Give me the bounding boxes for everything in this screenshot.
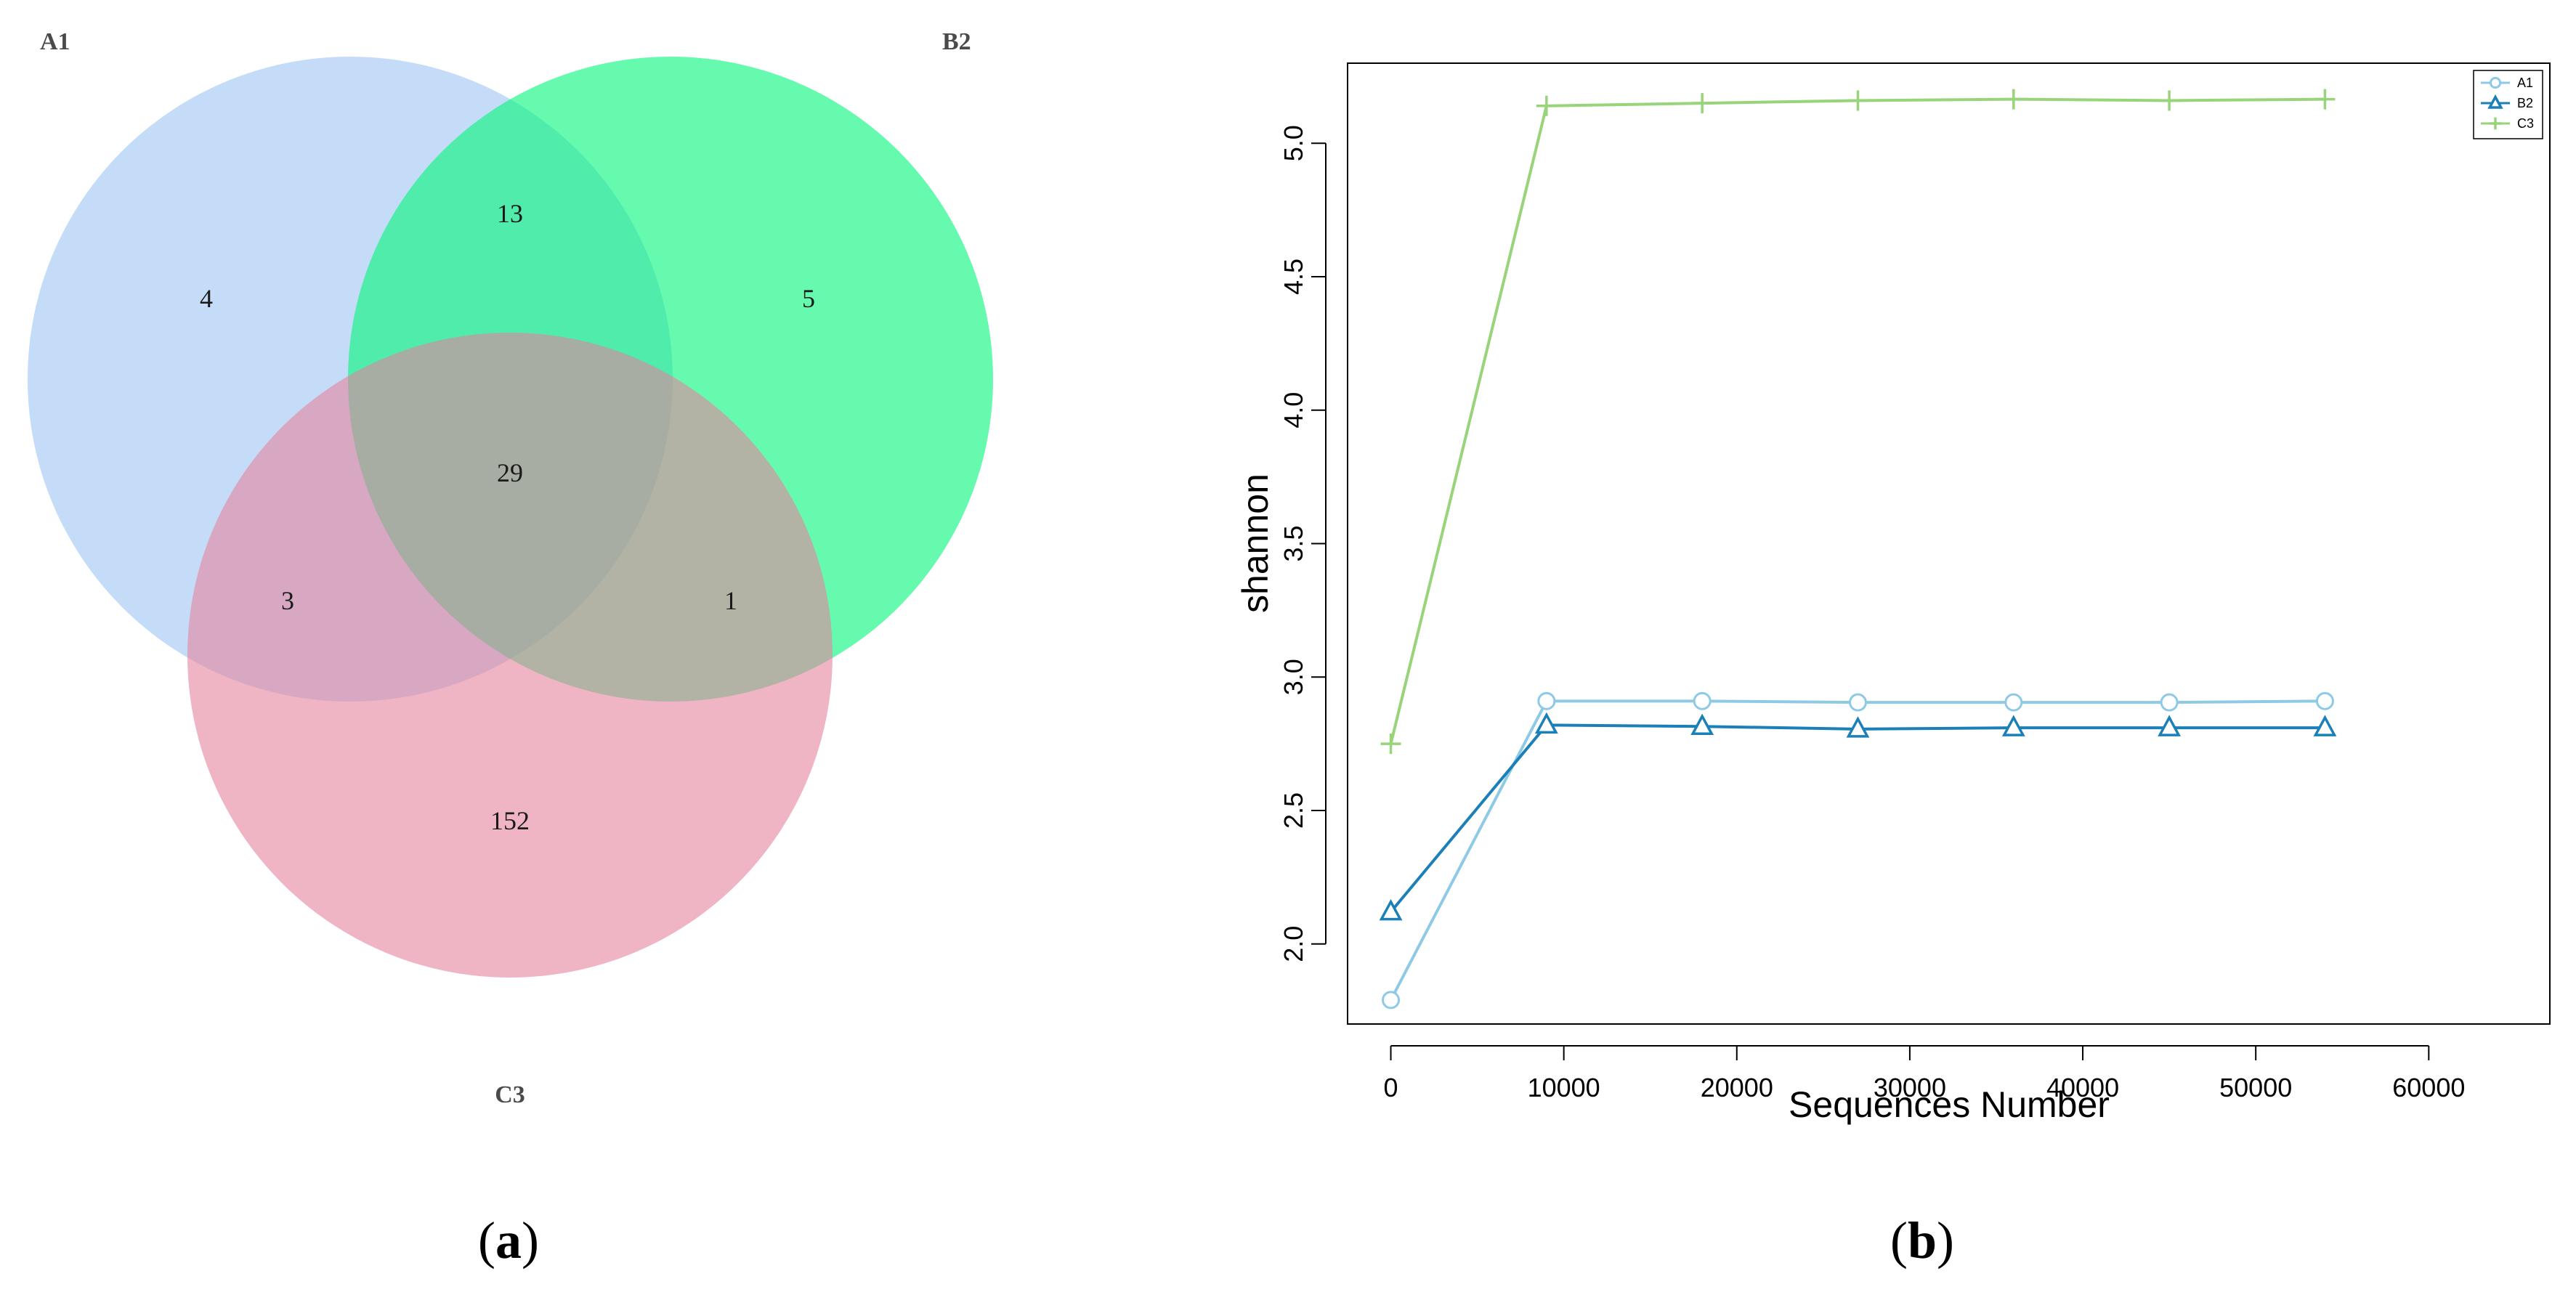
y-axis: 2.0 2.5 3.0 3.5 4.0 4.5 5.0 [1279,125,1327,962]
legend-label: A1 [2517,76,2533,90]
legend-label: B2 [2517,96,2533,110]
x-tick-label: 40000 [2046,1073,2119,1102]
series-line-b2 [1389,723,2325,913]
y-tick-label: 4.0 [1279,392,1308,428]
x-axis: 0 10000 20000 30000 40000 50000 60000 [1384,1045,2465,1102]
data-point-a1 [2160,693,2179,712]
x-tick-label: 60000 [2392,1073,2465,1102]
data-point-a1 [1537,691,1556,710]
venn-count-b2-c3: 1 [724,586,737,615]
venn-count-b2-only: 5 [802,284,815,313]
data-point-a1 [1693,691,1712,710]
x-tick-label: 20000 [1701,1073,1773,1102]
legend-marker [2487,94,2503,109]
data-point-c3 [2003,89,2024,110]
y-tick-label: 5.0 [1279,125,1308,161]
venn-count-a1-c3: 3 [281,586,294,615]
venn-circle-c3 [187,333,833,978]
plot-frame [1347,62,2551,1025]
legend-item-a1: A1 [2481,76,2533,90]
x-tick-label: 0 [1384,1073,1398,1102]
data-point-c3 [2159,90,2180,111]
series-line-c3 [1389,97,2325,744]
venn-label-a1: A1 [40,28,70,55]
series-b2 [1379,712,2337,921]
legend-marker [2489,76,2502,89]
data-point-a1 [1848,693,1867,712]
shannon-line-chart: 0 10000 20000 30000 40000 50000 60000 2.0 2.5 3.… [1235,62,2551,1125]
data-point-c3 [1847,90,1868,111]
x-tick-label: 50000 [2219,1073,2292,1102]
x-tick-label: 30000 [1874,1073,1946,1102]
legend-item-c3: C3 [2481,116,2534,131]
venn-count-a1-b2-c3: 29 [497,458,523,487]
legend-label: C3 [2517,116,2534,131]
venn-label-c3: C3 [495,1081,525,1108]
venn-count-a1-only: 4 [200,284,213,313]
data-point-c3 [1380,734,1401,755]
data-point-a1 [1382,991,1401,1009]
venn-label-b2: B2 [942,28,971,55]
data-point-b2 [1846,716,1870,738]
y-axis-title: shannon [1235,474,1276,613]
legend: A1 B2 C3 [2473,70,2543,139]
data-point-a1 [2315,691,2334,710]
panel-a-label: (a) [478,1211,539,1269]
data-point-b2 [1690,713,1714,735]
y-tick-label: 2.0 [1279,926,1308,962]
x-axis-title: Sequences Number [1789,1084,2110,1125]
x-tick-label: 10000 [1528,1073,1600,1102]
y-tick-label: 2.5 [1279,792,1308,829]
data-point-c3 [2314,89,2336,110]
data-point-b2 [2313,715,2337,736]
panel-b-label: (b) [1890,1211,1954,1269]
venn-diagram: A1 B2 C3 4 5 152 13 3 1 29 [28,28,993,1108]
series-layer [1379,89,2337,1009]
y-tick-label: 3.5 [1279,525,1308,561]
y-tick-label: 3.0 [1279,659,1308,695]
data-point-c3 [1692,93,1713,114]
data-point-a1 [2004,693,2023,712]
y-tick-label: 4.5 [1279,259,1308,295]
legend-marker [2489,117,2502,130]
venn-count-c3-only: 152 [490,806,530,835]
series-c3 [1380,89,2336,755]
data-point-b2 [1379,898,1403,921]
data-point-b2 [2158,715,2182,736]
legend-item-b2: B2 [2481,94,2533,110]
data-point-b2 [1534,712,1558,734]
venn-count-a1-b2: 13 [497,199,523,228]
data-point-c3 [1536,95,1557,116]
series-a1 [1382,691,2334,1009]
data-point-b2 [2001,715,2025,736]
